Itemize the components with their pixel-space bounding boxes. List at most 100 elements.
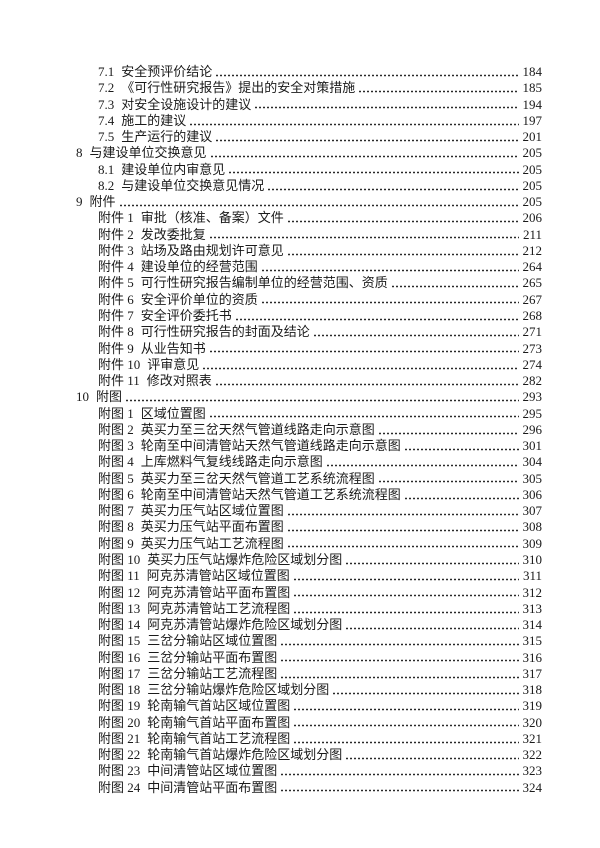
- toc-entry: 附图 17 三岔分输站工艺流程图 317: [76, 666, 542, 682]
- dot-leader: [345, 626, 519, 630]
- toc-entry: 附图 9 英买力压气站工艺流程图 309: [76, 536, 542, 552]
- toc-entry-title: 建设单位内审意见: [121, 161, 226, 177]
- toc-entry-title: 轮南输气首站工艺流程图: [147, 730, 291, 746]
- dot-leader: [280, 643, 519, 647]
- toc-entry-number: 附图 13: [98, 600, 141, 616]
- toc-entry-page: 318: [522, 682, 543, 698]
- toc-entry-title: 安全评价单位的资质: [140, 291, 258, 307]
- dot-leader: [260, 301, 519, 305]
- toc-entry: 附图 19 轮南输气首站区域位置图 319: [76, 698, 542, 714]
- toc-entry: 7.3 对安全设施设计的建议 194: [76, 97, 542, 113]
- toc-entry-page: 184: [522, 64, 543, 79]
- toc-entry-title: 从业告知书: [140, 340, 206, 356]
- dot-leader: [377, 431, 519, 435]
- toc-entry: 7.1 安全预评价结论 184: [76, 64, 542, 80]
- toc-entry-number: 7.2: [98, 80, 115, 96]
- dot-leader: [208, 236, 519, 240]
- toc-entry-title: 审批（核准、备案）文件: [140, 210, 284, 226]
- toc-entry-page: 282: [522, 373, 543, 389]
- toc-entry-number: 附件 2: [98, 226, 134, 242]
- toc-entry: 附件 5 可行性研究报告编制单位的经营范围、资质 265: [76, 275, 542, 291]
- toc-entry: 附图 13 阿克苏清管站工艺流程图 313: [76, 601, 542, 617]
- dot-leader: [267, 187, 519, 191]
- toc-entry-page: 310: [522, 551, 543, 567]
- toc-entry-page: 324: [522, 779, 543, 795]
- toc-entry: 10 附图 293: [76, 389, 542, 405]
- dot-leader: [189, 122, 519, 126]
- toc-entry-number: 附件 8: [98, 324, 134, 340]
- toc-entry-page: 313: [522, 600, 543, 616]
- toc-entry: 附件 10 评审意见 274: [76, 357, 542, 373]
- toc-entry-title: 建设单位的经营范围: [140, 259, 258, 275]
- toc-entry: 附件 3 站场及路由规划许可意见 212: [76, 243, 542, 259]
- toc-entry-number: 附图 2: [98, 421, 134, 437]
- toc-entry-page: 273: [522, 340, 543, 356]
- toc-entry-page: 206: [522, 210, 543, 226]
- toc-entry: 附件 7 安全评价委托书 268: [76, 308, 542, 324]
- toc-entry-number: 附图 18: [98, 682, 141, 698]
- toc-entry: 附图 24 中间清管站平面布置图 324: [76, 780, 542, 796]
- toc-entry: 9 附件 205: [76, 194, 542, 210]
- toc-entry-number: 7.5: [98, 129, 115, 145]
- dot-leader: [293, 594, 519, 598]
- toc-entry: 附图 22 轮南输气首站爆炸危险区域划分图 322: [76, 747, 542, 763]
- toc-entry-number: 附图 16: [98, 649, 141, 665]
- toc-entry-number: 10: [76, 389, 89, 405]
- toc-entry-page: 265: [522, 275, 543, 291]
- toc-entry: 附图 15 三岔分输站区域位置图 315: [76, 633, 542, 649]
- table-of-contents: 7.1 安全预评价结论 184 7.2 《可行性研究报告》提出的安全对策措施 185 7.3…: [76, 64, 542, 796]
- toc-entry-title: 与建设单位交换意见: [89, 145, 207, 161]
- toc-entry-title: 轮南输气首站爆炸危险区域划分图: [147, 747, 343, 763]
- toc-entry-page: 323: [522, 763, 543, 779]
- toc-entry-number: 9: [76, 194, 83, 210]
- toc-entry-title: 三岔分输站爆炸危险区域划分图: [147, 682, 330, 698]
- toc-entry-number: 附件 6: [98, 291, 134, 307]
- toc-entry-page: 315: [522, 633, 543, 649]
- toc-entry-number: 附件 4: [98, 259, 134, 275]
- dot-leader: [215, 73, 519, 77]
- toc-entry: 7.4 施工的建议 197: [76, 113, 542, 129]
- toc-entry-number: 附图 6: [98, 486, 134, 502]
- toc-entry-title: 区域位置图: [140, 405, 206, 421]
- dot-leader: [332, 691, 519, 695]
- toc-entry-title: 三岔分输站区域位置图: [147, 633, 278, 649]
- toc-entry-number: 附件 3: [98, 242, 134, 258]
- toc-entry: 8.1 建设单位内审意见 205: [76, 162, 542, 178]
- toc-entry-page: 205: [522, 161, 543, 177]
- dot-leader: [358, 90, 519, 94]
- toc-entry: 附图 6 轮南至中间清管站天然气管道工艺系统流程图 306: [76, 487, 542, 503]
- toc-entry: 7.2 《可行性研究报告》提出的安全对策措施 185: [76, 80, 542, 96]
- dot-leader: [214, 382, 519, 386]
- toc-entry-number: 附图 23: [98, 763, 141, 779]
- toc-entry-title: 《可行性研究报告》提出的安全对策措施: [121, 80, 356, 96]
- dot-leader: [208, 415, 519, 419]
- toc-entry: 附图 3 轮南至中间清管站天然气管道线路走向示意图 301: [76, 438, 542, 454]
- dot-leader: [312, 334, 519, 338]
- toc-entry-number: 附图 7: [98, 503, 134, 519]
- toc-entry-number: 附件 11: [98, 373, 140, 389]
- toc-entry: 附件 4 建设单位的经营范围 264: [76, 259, 542, 275]
- toc-entry-number: 附图 12: [98, 584, 141, 600]
- toc-entry-title: 轮南至中间清管站天然气管道工艺系统流程图: [140, 486, 401, 502]
- toc-entry: 附件 9 从业告知书 273: [76, 341, 542, 357]
- toc-entry: 附件 6 安全评价单位的资质 267: [76, 292, 542, 308]
- toc-entry-title: 安全预评价结论: [121, 64, 213, 79]
- toc-entry-page: 320: [522, 714, 543, 730]
- toc-entry: 附件 11 修改对照表 282: [76, 373, 542, 389]
- toc-entry: 附图 4 上库燃料气复线线路走向示意图 304: [76, 454, 542, 470]
- toc-entry-page: 309: [522, 535, 543, 551]
- dot-leader: [292, 578, 519, 581]
- toc-entry-page: 205: [522, 145, 543, 161]
- toc-entry-page: 322: [522, 747, 543, 763]
- dot-leader: [208, 350, 519, 354]
- dot-leader: [345, 756, 519, 760]
- dot-leader: [377, 480, 519, 484]
- toc-entry-number: 附图 20: [98, 714, 141, 730]
- toc-entry: 附图 20 轮南输气首站平面布置图 320: [76, 715, 542, 731]
- toc-entry: 8.2 与建设单位交换意见情况 205: [76, 178, 542, 194]
- dot-leader: [280, 773, 519, 777]
- toc-entry-number: 附图 8: [98, 519, 134, 535]
- toc-entry-page: 205: [522, 194, 543, 210]
- dot-leader: [293, 724, 519, 728]
- toc-entry-number: 7.1: [98, 64, 115, 79]
